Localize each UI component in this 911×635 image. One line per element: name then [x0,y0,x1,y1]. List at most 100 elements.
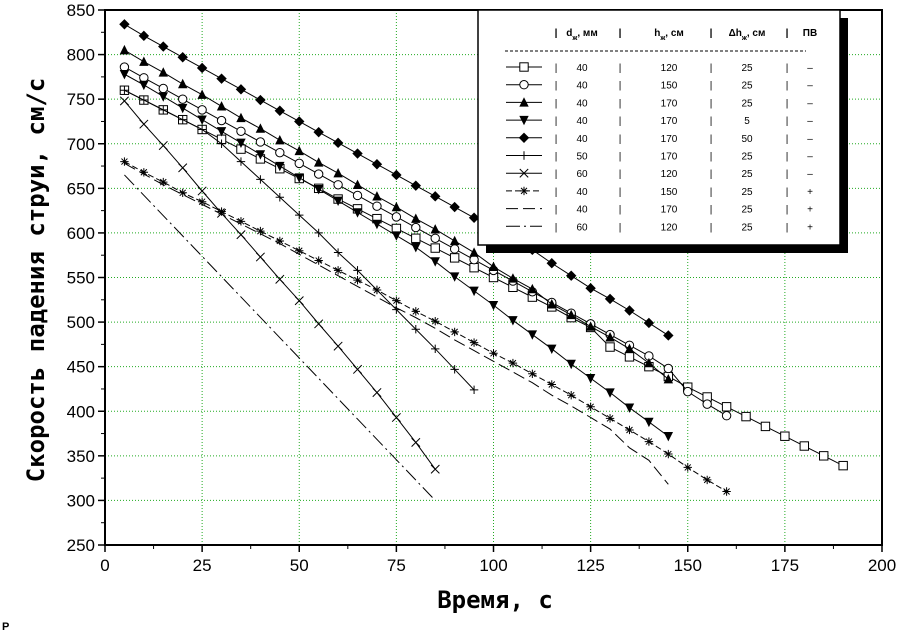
x-tick-label: 50 [290,556,309,575]
legend-value-d: 40 [576,81,588,92]
legend-value-pv: + [807,222,813,233]
data-point [294,158,304,169]
data-point [178,188,187,197]
legend-marker [519,168,529,178]
data-point [158,83,168,94]
legend-value-dh: 25 [741,152,753,163]
y-tick-label: 850 [67,1,95,20]
data-point [430,233,440,243]
data-point [178,163,188,173]
data-point [139,80,149,91]
data-point [314,256,323,265]
data-point [120,157,129,166]
data-point [430,191,441,202]
data-point [313,157,324,167]
data-point [663,373,674,384]
legend-value-h: 170 [661,152,678,163]
data-point [508,316,518,326]
data-point [158,41,169,52]
legend-separator: | [786,28,789,39]
legend-separator: | [619,63,622,74]
data-point [392,296,401,305]
x-tick-label: 150 [674,556,702,575]
data-point [158,140,168,151]
data-point [294,296,304,306]
corner-mark: Р [2,621,9,633]
legend-separator: | [786,63,789,74]
legend-separator: | [786,169,789,180]
data-point [644,417,654,428]
data-point [333,196,343,207]
legend-value-dh: 25 [741,63,753,74]
legend-separator: | [786,152,789,163]
legend-value-d: 60 [576,169,588,180]
series-line [124,174,436,501]
y-tick-label: 300 [67,491,95,510]
legend-separator: | [710,81,713,92]
data-point [352,148,363,159]
legend-marker [519,97,529,107]
legend-separator: | [619,28,622,39]
data-point [430,464,440,474]
data-point [196,62,208,74]
data-point [274,105,286,116]
data-point [139,56,149,66]
data-point [488,261,499,271]
axes: 0 25 50 75 100 125 150 175 200 250 300 350 400 450 500… [67,1,897,575]
legend-separator: | [710,28,713,39]
data-point [372,201,382,211]
data-point [197,197,207,206]
legend-value-h: 170 [661,205,678,216]
data-point [624,403,635,413]
legend-value-dh: 25 [741,205,753,216]
data-point [352,179,363,189]
data-point [120,86,129,95]
series-7 [119,96,440,474]
data-point [119,96,129,106]
legend-box [477,9,841,246]
data-point [431,316,440,326]
labels: Время, с Скорость падения струи, см/с Р [2,78,553,633]
data-point [547,299,557,309]
data-point [663,363,674,374]
data-point [411,213,421,223]
x-tick-label: 125 [576,556,604,575]
data-point [760,421,771,432]
legend-value-pv: – [807,134,813,145]
data-point [217,207,226,216]
legend-separator: | [619,187,622,198]
series-line [124,161,727,492]
data-point [119,44,130,55]
legend-separator: | [786,98,789,109]
data-point [411,307,420,316]
data-point [604,293,616,305]
data-point [527,330,538,340]
legend-separator: | [555,205,558,216]
legend-marker [519,80,529,90]
legend-separator: | [555,63,558,74]
data-point [275,161,285,172]
legend-value-h: 170 [661,98,678,109]
data-point [546,258,557,269]
legend-value-d: 40 [576,205,588,216]
data-point [430,243,440,253]
legend-separator: | [619,169,622,180]
legend-value-dh: 5 [744,116,750,127]
data-point [450,365,459,374]
data-point [411,222,421,233]
legend-value-h: 170 [661,116,678,127]
legend-value-dh: 25 [741,222,753,233]
legend-value-d: 40 [576,134,588,145]
data-point [139,168,149,177]
legend-value-pv: – [807,152,813,163]
data-point [372,219,382,230]
data-point [333,266,343,275]
data-point [663,432,674,442]
data-point [159,105,168,115]
legend-separator: | [710,98,713,109]
y-tick-label: 450 [67,358,95,377]
data-point [449,253,460,263]
legend-header-d: dж, мм [566,28,597,42]
legend-separator: | [619,222,622,233]
